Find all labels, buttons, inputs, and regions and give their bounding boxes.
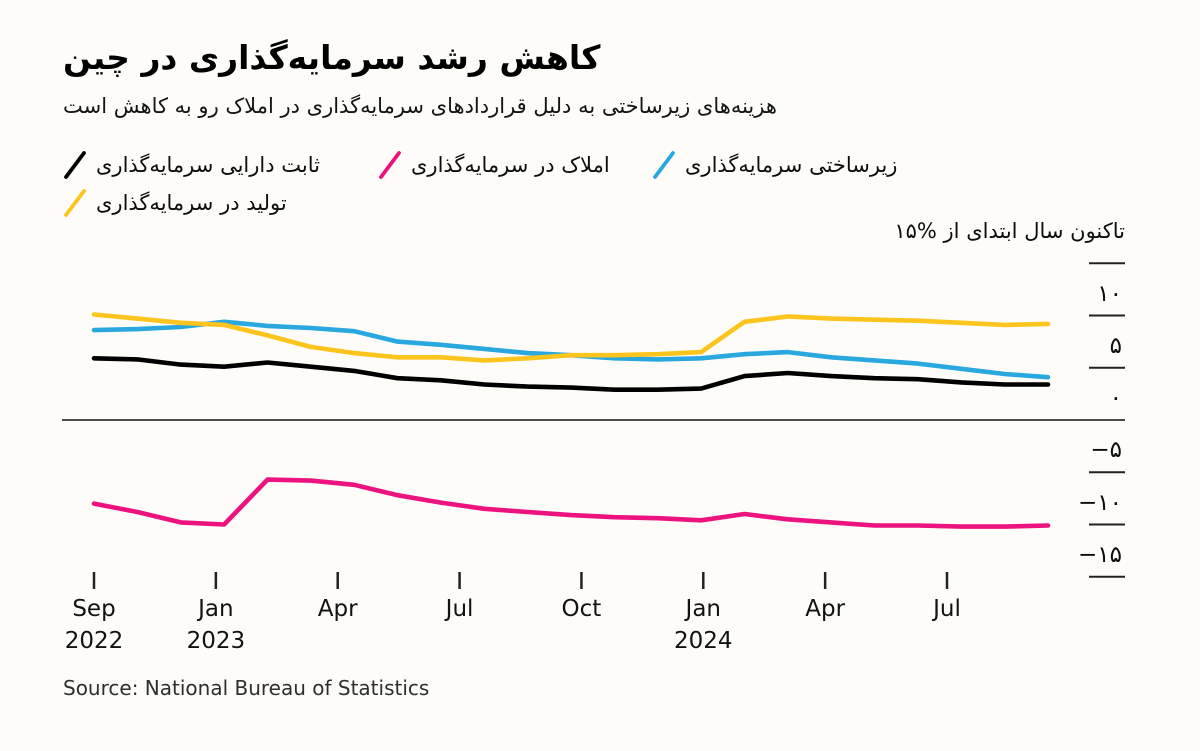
chart-subtitle: هزینه‌های زیرساختی به دلیل قراردادهای سر… <box>63 94 777 118</box>
x-tick-month-label: Sep <box>72 596 116 622</box>
x-tick-year-label: 2024 <box>674 628 733 654</box>
x-tick-month-label: Jan <box>198 596 234 622</box>
legend-label: سرمایه‌گذاری در املاک <box>411 153 610 177</box>
series-line <box>91 355 1051 393</box>
x-tick-month-label: Oct <box>561 596 602 622</box>
x-tick-month-label: Jul <box>933 596 961 622</box>
y-tick-label: ۱۰ <box>1097 280 1122 307</box>
y-tick-label: −۵ <box>1090 437 1122 464</box>
legend-label: سرمایه‌گذاری دارایی ثابت <box>96 153 320 177</box>
y-tick-label: −۱۵ <box>1078 541 1122 568</box>
legend-item: سرمایه‌گذاری دارایی ثابت <box>63 148 320 182</box>
x-tick-month-label: Apr <box>317 596 358 622</box>
series-line <box>91 477 1051 529</box>
legend-slash-icon <box>64 189 86 217</box>
y-tick-label: −۱۰ <box>1078 489 1122 516</box>
source-note: Source: National Bureau of Statistics <box>63 676 430 700</box>
y-tick-label: ۵ <box>1109 332 1122 359</box>
legend-item: سرمایه‌گذاری زیرساختی <box>652 148 897 182</box>
x-tick-month-label: Jul <box>445 596 474 622</box>
x-tick-year-label: 2022 <box>64 628 124 654</box>
y-axis-title: ۱۵% از ابتدای سال تاکنون <box>894 219 1125 243</box>
legend-slash-icon <box>64 151 86 179</box>
legend-label: سرمایه‌گذاری در تولید <box>96 191 287 215</box>
chart-title: کاهش رشد سرمایه‌گذاری در چین <box>63 38 601 77</box>
x-tick-year-label: 2023 <box>186 628 246 654</box>
x-tick-month-label: Apr <box>805 596 846 622</box>
legend-slash-icon <box>653 151 675 179</box>
y-tick-label: ۰ <box>1109 385 1122 411</box>
x-tick-month-label: Jan <box>685 596 722 622</box>
legend-item: سرمایه‌گذاری در املاک <box>378 148 610 182</box>
legend-label: سرمایه‌گذاری زیرساختی <box>685 153 898 177</box>
legend-slash-icon <box>379 151 401 179</box>
legend-item: سرمایه‌گذاری در تولید <box>63 186 287 220</box>
series-line <box>91 312 1051 363</box>
